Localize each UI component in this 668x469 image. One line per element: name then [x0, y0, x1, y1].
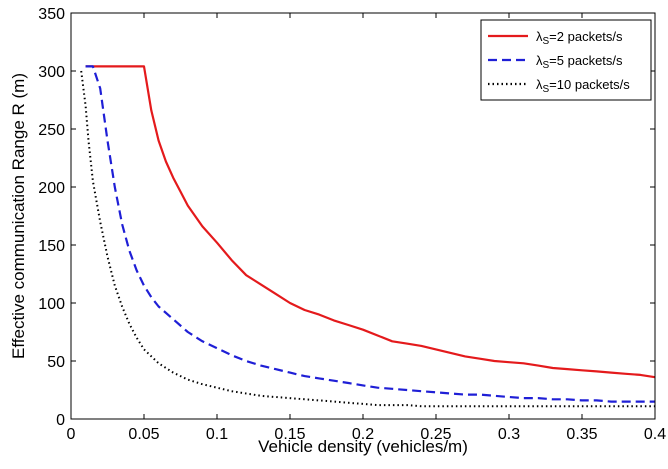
- y-tick-label: 50: [47, 354, 65, 371]
- x-tick-label: 0.1: [206, 426, 228, 443]
- x-tick-label: 0.3: [498, 426, 520, 443]
- legend-label-3: λS=10 packets/s: [536, 77, 630, 95]
- series-line-1: [85, 65, 656, 379]
- legend-rest: =10 packets/s: [549, 77, 630, 92]
- y-tick-label: 250: [38, 122, 65, 139]
- x-tick-label: 0.4: [644, 426, 666, 443]
- y-tick-label: 100: [38, 296, 65, 313]
- plot-lines: [80, 65, 656, 408]
- series-line-3: [80, 70, 655, 408]
- x-tick-label: 0: [67, 426, 76, 443]
- y-tick-label: 200: [38, 180, 65, 197]
- legend-lambda: λ: [536, 29, 543, 44]
- legend-subscript: S: [543, 84, 550, 95]
- y-tick-label: 150: [38, 238, 65, 255]
- legend-rest: =5 packets/s: [549, 53, 623, 68]
- legend-subscript: S: [543, 36, 550, 47]
- legend-label-2: λS=5 packets/s: [536, 53, 623, 71]
- y-axis-label: Effective communication Range R (m): [9, 73, 28, 359]
- legend-subscript: S: [543, 60, 550, 71]
- legend-label-1: λS=2 packets/s: [536, 29, 623, 47]
- legend: λS=2 packets/sλS=5 packets/sλS=10 packet…: [480, 19, 652, 101]
- x-tick-label: 0.35: [566, 426, 597, 443]
- x-tick-label: 0.25: [420, 426, 451, 443]
- x-tick-label: 0.2: [352, 426, 374, 443]
- axis-ticks: [70, 12, 656, 420]
- legend-rest: =2 packets/s: [549, 29, 623, 44]
- series-line-2: [85, 65, 655, 403]
- x-axis-label: Vehicle density (vehicles/m): [258, 437, 468, 456]
- legend-lambda: λ: [536, 53, 543, 68]
- y-tick-label: 0: [56, 412, 65, 429]
- x-tick-label: 0.05: [128, 426, 159, 443]
- x-tick-label: 0.15: [274, 426, 305, 443]
- axis-tick-labels: 0 0.05 0.1 0.15 0.2 0.25 0.3 0.35 0.4 0 50 100 150 20…: [38, 6, 666, 443]
- y-tick-label: 300: [38, 64, 65, 81]
- y-tick-label: 350: [38, 6, 65, 23]
- legend-lambda: λ: [536, 77, 543, 92]
